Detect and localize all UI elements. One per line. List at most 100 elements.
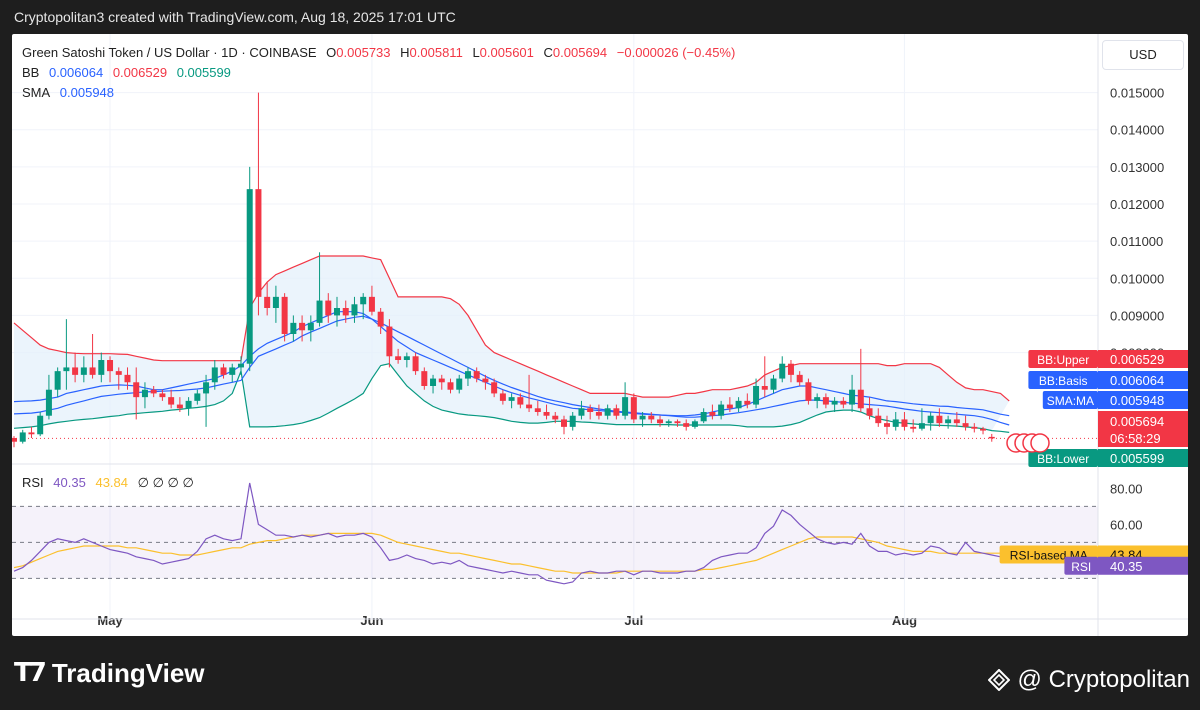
candle-body [334,308,341,316]
candle-body [840,400,847,405]
low-value: 0.005601 [479,45,534,60]
candle-body [945,419,952,424]
watermark-text: @ Cryptopolitan [1017,666,1190,693]
candle-body [45,389,52,416]
currency-button[interactable]: USD [1102,40,1184,70]
candle-body [264,296,271,308]
rsi-tag-value: 40.35 [1110,559,1143,574]
time-tick-label: May [97,613,123,628]
open-label: O [326,45,337,60]
candle-body [578,408,585,416]
indicator-lines [12,255,1098,439]
price-tick-label: 0.011000 [1110,234,1163,249]
candle-body [726,404,733,409]
candle-body [674,421,681,424]
bb-upper-tag-value-bg [1098,350,1188,368]
candle-body [281,296,288,334]
candle-body [342,308,349,316]
bb-upper-value: 0.006529 [112,65,168,80]
rsi-legend[interactable]: RSI 40.35 43.84 ∅ ∅ ∅ ∅ [22,475,200,491]
time-tick-label: Jun [360,613,383,628]
candle-body [988,436,995,439]
candle-body [709,412,716,416]
candle-body [622,397,629,416]
candle-body [377,311,384,327]
rsi-tag-value-bg [1098,556,1188,575]
candle-body [657,419,664,424]
candle-body [613,408,620,416]
candle-body [80,367,87,375]
bb-legend[interactable]: BB 0.006064 0.006529 0.005599 [22,65,237,80]
tradingview-logo[interactable]: T7 TradingView [14,658,205,689]
candle-body [168,397,175,405]
bb-lower-tag-value-bg [1098,449,1188,467]
candle-body [115,371,122,375]
candle-body [403,356,410,360]
bb-lower-tag-value: 0.005599 [1110,451,1164,466]
sma-legend[interactable]: SMA 0.005948 [22,85,120,100]
high-label: H [400,45,410,60]
bb-lower-tag-label: BB:Lower [1037,452,1089,466]
candle-body [814,397,821,401]
candle-body [552,415,559,420]
price-tick-label: 0.015000 [1110,86,1164,101]
chart-panel: 0.0080000.0090000.0100000.0110000.012000… [12,34,1188,636]
candle-body [866,408,873,416]
candle-body [54,371,61,390]
rsi-tick-label: 60.00 [1110,517,1143,532]
price-tags: BB:Upper 0.006529 BB:Basis 0.006064 SMA:MA 0.… [999,350,1188,575]
rsi-pane [12,482,1098,585]
bb-basis-tag-label: BB:Basis [1039,374,1088,388]
rsi-value: 40.35 [53,475,86,490]
candle-body [351,304,358,316]
high-value: 0.005811 [409,45,463,60]
candle-body [229,367,236,375]
candle-body [150,389,157,394]
chart-svg[interactable]: 0.0080000.0090000.0100000.0110000.012000… [12,34,1188,636]
time-tick-label: Aug [892,613,917,628]
price-tick-label: 0.013000 [1110,160,1164,175]
candle-body [299,322,306,331]
close-value: 0.005694 [552,45,608,60]
rsi-ma-line [13,532,1010,574]
candle-body [892,419,899,427]
candle-body [290,322,297,334]
candle-body [430,378,437,386]
bb-band-area [14,256,1010,431]
diamond-icon [987,669,1010,691]
candle-body [159,393,166,398]
watermark: @ Cryptopolitan [987,666,1190,694]
candle-body [534,408,541,412]
candle-body [927,415,934,424]
attribution-bar: Cryptopolitan3 created with TradingView.… [0,0,1200,34]
rsi-line [13,482,1010,585]
candle-body [72,367,79,375]
candle-body [700,412,707,422]
candle-body [971,426,978,429]
candle-body [473,371,480,379]
candle-body [307,322,314,331]
candle-body [761,386,768,390]
sma-tag-value-bg [1098,391,1188,409]
candle-body [491,382,498,394]
rsi-tag-label-bg [1064,556,1098,575]
candle-body [482,378,489,383]
candle-body [953,419,960,424]
candle-body [543,412,550,416]
candle-body [744,400,751,405]
bb-upper-line [13,255,1010,402]
candle-body [901,419,908,427]
candle-body [220,367,227,375]
candle-body [176,404,183,409]
candle-body [456,378,463,390]
candle-body [203,382,210,394]
candle-body [569,415,576,427]
candle-body [421,371,428,386]
candle-body [141,389,148,398]
price-tick-label: 0.012000 [1110,197,1164,212]
bb-basis-line [13,311,1010,417]
candle-body [805,382,812,401]
candle-body [822,397,829,405]
bb-basis-tag-value: 0.006064 [1110,373,1164,388]
symbol-name: Green Satoshi Token / US Dollar · 1D · C… [22,45,317,60]
